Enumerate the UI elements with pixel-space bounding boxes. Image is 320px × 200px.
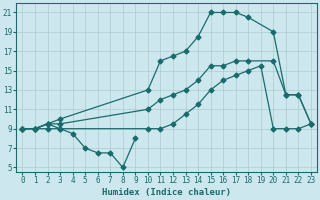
X-axis label: Humidex (Indice chaleur): Humidex (Indice chaleur): [102, 188, 231, 197]
